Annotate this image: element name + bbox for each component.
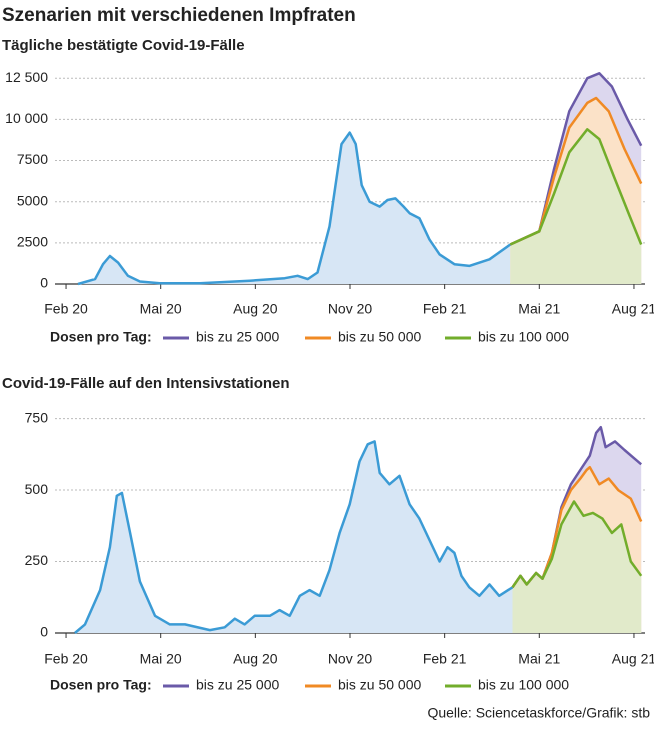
x-tick-label: Mai 20 [140,301,182,317]
legend-title: Dosen pro Tag: [50,329,152,345]
area [78,132,511,284]
line [511,500,643,589]
legend-label: bis zu 25 000 [196,329,279,345]
y-tick-label: 500 [25,481,49,497]
x-tick-label: Feb 20 [44,651,88,667]
area [510,129,642,284]
chart-subtitle: Covid-19-Fälle auf den Intensivstationen [2,375,290,392]
line [509,128,643,246]
x-tick-label: Mai 21 [518,651,560,667]
line [509,96,643,246]
y-tick-label: 750 [25,409,49,425]
y-tick-label: 10 000 [5,110,48,126]
x-tick-label: Aug 21 [612,301,654,317]
x-tick-label: Mai 20 [140,651,182,667]
x-tick-label: Mai 21 [518,301,560,317]
chart-subtitle: Tägliche bestätigte Covid-19-Fälle [2,37,245,54]
y-tick-label: 250 [25,552,49,568]
legend-label: bis zu 100 000 [478,677,569,693]
y-tick-label: 5000 [17,192,48,208]
legend-label: bis zu 50 000 [338,677,421,693]
legend-title: Dosen pro Tag: [50,677,152,693]
area [74,441,513,633]
x-tick-label: Aug 20 [233,651,278,667]
y-tick-label: 2500 [17,234,48,250]
y-tick-label: 0 [40,624,48,640]
x-tick-label: Feb 21 [423,301,467,317]
x-tick-label: Nov 20 [328,301,373,317]
x-tick-label: Aug 20 [233,301,278,317]
y-tick-label: 0 [40,275,48,291]
x-tick-label: Feb 21 [423,651,467,667]
x-tick-label: Feb 20 [44,301,88,317]
x-tick-label: Nov 20 [328,651,373,667]
legend-label: bis zu 100 000 [478,329,569,345]
legend-label: bis zu 50 000 [338,329,421,345]
line [77,131,512,286]
y-tick-label: 12 500 [5,69,48,85]
area [512,501,642,633]
legend-label: bis zu 25 000 [196,677,279,693]
x-tick-label: Aug 21 [612,651,654,667]
line [74,440,514,634]
y-tick-label: 7500 [17,151,48,167]
chart-title: Szenarien mit verschiedenen Impfraten [2,5,356,26]
source: Quelle: Sciencetaskforce/Grafik: stb [427,705,650,721]
